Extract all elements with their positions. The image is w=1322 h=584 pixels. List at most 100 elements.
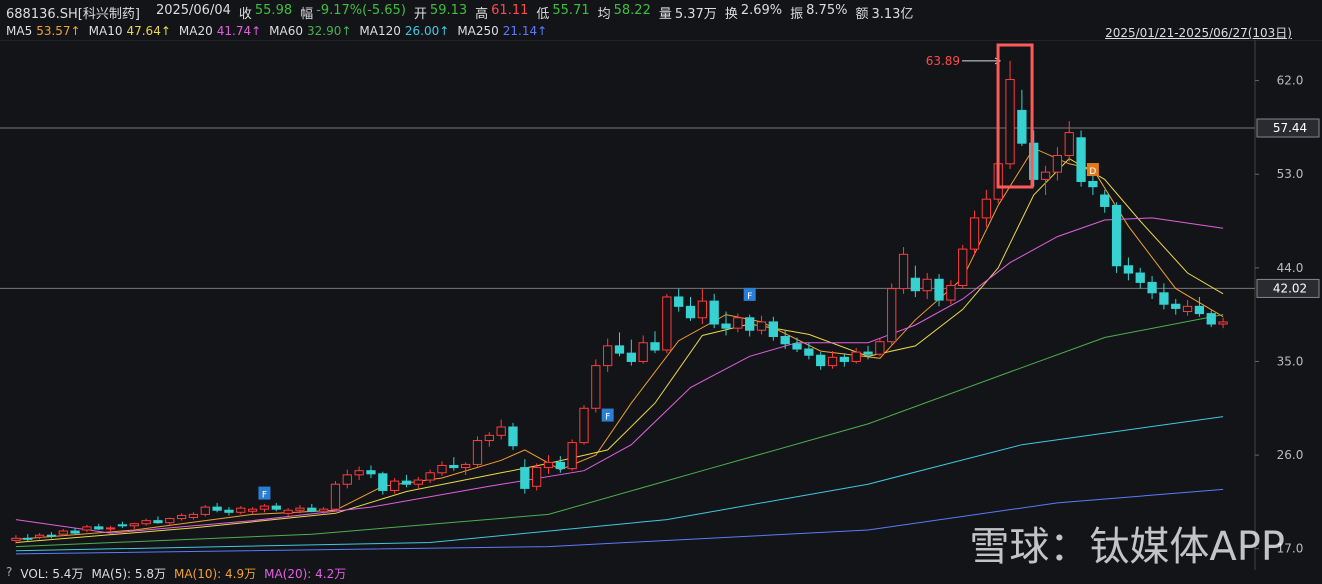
item-value: 5.37万 bbox=[674, 7, 717, 22]
ma-legend: MA5 53.57↑ MA10 47.64↑ MA20 41.74↑ MA60 32.90↑ M… bbox=[6, 24, 547, 38]
volume-item: MA(5): 5.8万 bbox=[91, 567, 166, 581]
candle-body bbox=[188, 513, 199, 519]
candle-body bbox=[425, 472, 435, 481]
candle-body bbox=[674, 296, 684, 307]
candle-body bbox=[437, 464, 447, 474]
peak-label: 63.89 bbox=[926, 54, 960, 68]
candle-body bbox=[981, 198, 992, 219]
candle-body bbox=[958, 248, 968, 287]
candle-body bbox=[354, 470, 364, 476]
item-value: 58.22 bbox=[613, 3, 651, 18]
volume-legend: ? VOL: 5.4万 MA(5): 5.8万 MA(10): 4.9万 MA(20)… bbox=[6, 565, 346, 582]
candle-body bbox=[827, 356, 838, 367]
ma-value: 32.90↑ bbox=[307, 24, 352, 38]
candle-body bbox=[1206, 313, 1216, 325]
ma-item: MA120 26.00↑ bbox=[359, 24, 449, 38]
candle-body bbox=[567, 442, 577, 470]
item-value: 61.11 bbox=[491, 3, 529, 18]
item-label: 开 bbox=[413, 7, 427, 22]
candle-body bbox=[614, 345, 625, 354]
ma-value: 21.14↑ bbox=[502, 24, 548, 38]
candle-body bbox=[307, 507, 317, 512]
candle-body bbox=[1017, 109, 1027, 144]
volume-item: MA(10): 4.9万 bbox=[173, 567, 257, 581]
item-label: 振 bbox=[790, 7, 804, 22]
candle-body bbox=[851, 351, 861, 362]
candle-body bbox=[1218, 321, 1228, 325]
candle-body bbox=[804, 348, 814, 356]
item-value: 3.13亿 bbox=[871, 7, 914, 22]
header-item: 幅 -9.17%(-5.65) bbox=[300, 3, 406, 22]
event-badge bbox=[1086, 163, 1099, 177]
candle-body bbox=[413, 479, 423, 485]
item-label: 均 bbox=[597, 7, 611, 22]
candle-body bbox=[709, 300, 719, 325]
item-value: 2.69% bbox=[740, 3, 783, 18]
candle-body bbox=[212, 506, 222, 511]
candle-body bbox=[520, 467, 530, 489]
candle-body bbox=[745, 317, 755, 331]
ma-name: MA5 bbox=[6, 24, 33, 38]
event-label: F bbox=[262, 491, 267, 501]
candle-body bbox=[1182, 305, 1193, 313]
item-value: 59.13 bbox=[429, 3, 468, 18]
item-value: 55.98 bbox=[254, 3, 293, 18]
item-label: 收 bbox=[238, 7, 252, 22]
candle-body bbox=[1064, 132, 1074, 156]
chart: 17.0 26.0 35.0 44.0 53.0 62.0 雪球：钛媒体APP 57.44 42… bbox=[0, 40, 1322, 570]
candle-body bbox=[780, 335, 790, 345]
candle-body bbox=[792, 343, 802, 350]
candle-body bbox=[1194, 305, 1205, 315]
candle-body bbox=[366, 470, 376, 475]
header-item: 量 5.37万 bbox=[659, 3, 717, 22]
candle-body bbox=[863, 351, 873, 355]
item-value: 8.75% bbox=[806, 3, 848, 18]
candle-body bbox=[875, 341, 885, 355]
item-label: 高 bbox=[475, 7, 489, 22]
item-value: -9.17%(-5.65) bbox=[316, 3, 406, 18]
event-badge bbox=[743, 287, 756, 301]
candle-body bbox=[330, 483, 341, 510]
candle-body bbox=[389, 480, 400, 491]
candle-body bbox=[898, 253, 909, 290]
candle-body bbox=[591, 365, 601, 409]
date-range: 2025/01/21-2025/06/27(103日) bbox=[1105, 26, 1292, 40]
header-item: 额 3.13亿 bbox=[855, 3, 913, 22]
volume-item: MA(20): 4.2万 bbox=[264, 567, 347, 581]
item-label: 幅 bbox=[300, 7, 314, 22]
candle-body bbox=[200, 506, 210, 515]
y-tick-label: 62.0 bbox=[1277, 74, 1304, 88]
ma-line bbox=[15, 488, 1224, 555]
candle-body bbox=[543, 461, 554, 469]
event-label: F bbox=[605, 413, 610, 423]
candle-body bbox=[318, 508, 329, 512]
candle-body bbox=[496, 426, 506, 436]
candle-body bbox=[1111, 204, 1122, 267]
candle-body bbox=[449, 464, 459, 469]
candle-body bbox=[461, 463, 471, 469]
candle-body bbox=[472, 440, 483, 465]
price-tag-label: 42.02 bbox=[1273, 281, 1307, 295]
candle-body bbox=[1147, 281, 1157, 294]
highlight-box bbox=[996, 43, 1034, 189]
candle-body bbox=[484, 434, 494, 442]
header-item: 均 58.22 bbox=[598, 3, 651, 22]
candle-body bbox=[662, 296, 672, 351]
ma-name: MA120 bbox=[359, 24, 401, 38]
candle-body bbox=[816, 354, 826, 367]
candle-body bbox=[378, 473, 388, 491]
ma-value: 53.57↑ bbox=[36, 24, 81, 38]
candle-body bbox=[58, 530, 68, 535]
ma-item: MA60 32.90↑ bbox=[269, 24, 351, 38]
candle-body bbox=[70, 530, 80, 534]
candle-body bbox=[46, 534, 57, 537]
candle-body bbox=[165, 518, 175, 524]
candle-body bbox=[1171, 303, 1181, 309]
candle-body bbox=[910, 277, 921, 292]
y-tick-label: 35.0 bbox=[1277, 354, 1304, 368]
event-label: D bbox=[1089, 167, 1096, 177]
candle-body bbox=[1123, 265, 1134, 274]
ma-item: MA10 47.64↑ bbox=[89, 24, 171, 38]
peak-arrow bbox=[962, 57, 1002, 65]
ma-value: 41.74↑ bbox=[216, 24, 262, 38]
